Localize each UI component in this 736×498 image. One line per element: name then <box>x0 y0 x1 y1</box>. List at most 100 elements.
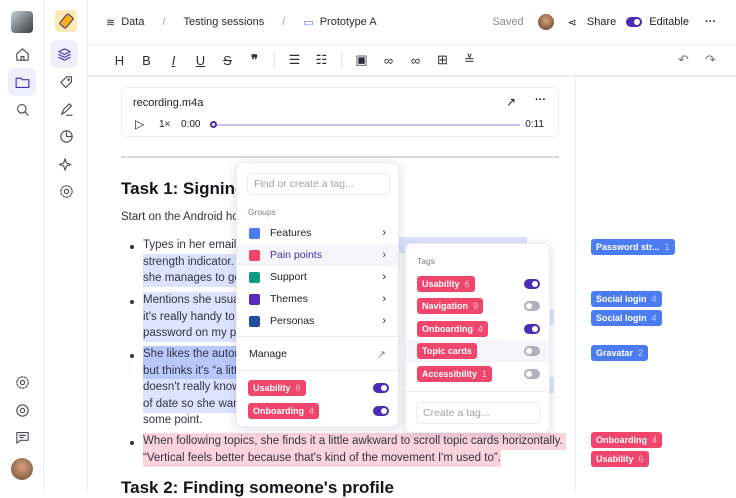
bold-button[interactable]: B <box>142 52 151 68</box>
undo-button[interactable]: ↶ <box>678 52 689 67</box>
sparkle-icon[interactable] <box>52 150 80 178</box>
doc-line: password on my ph <box>143 325 243 342</box>
tag-toggle[interactable] <box>524 324 540 334</box>
user-avatar[interactable] <box>11 458 33 480</box>
applied-tag[interactable]: Onboarding 4 <box>248 403 320 419</box>
task2-title: Task 2: Finding someone's profile <box>121 478 394 497</box>
submenu-tag-navigation[interactable]: Navigation 9 <box>417 298 484 314</box>
link-icon[interactable]: ∞ <box>383 52 394 68</box>
tag-search-input[interactable]: Find or create a tag... <box>247 173 390 195</box>
task1-title: Task 1: Signing <box>121 179 246 198</box>
intro-text: Start on the Android ho <box>121 211 239 223</box>
chevron-right-icon: › <box>382 249 386 261</box>
doc-line: Types in her email a <box>143 239 246 251</box>
submenu-tag-usability[interactable]: Usability 6 <box>417 276 475 292</box>
group-themes[interactable]: Themes › <box>237 288 398 310</box>
doc-line: of date so she wan <box>143 396 240 413</box>
audio-filename: recording.m4a <box>133 97 204 109</box>
highlight-icon[interactable] <box>52 95 80 123</box>
submenu-tag-accessibility[interactable]: Accessibility 1 <box>417 366 493 382</box>
settings-icon[interactable] <box>8 368 36 396</box>
speed-button[interactable]: 1× <box>159 119 171 130</box>
italic-button[interactable]: I <box>171 52 176 68</box>
help-icon[interactable] <box>8 396 36 424</box>
app-logo <box>55 10 77 32</box>
create-tag-input[interactable]: Create a tag... <box>416 402 540 424</box>
tag-toggle[interactable] <box>524 346 540 356</box>
breadcrumb-separator: / <box>282 16 286 28</box>
tags-label: Tags <box>417 256 435 266</box>
chevron-right-icon: › <box>382 227 386 239</box>
margin-tag[interactable]: Usability 6 <box>591 451 649 467</box>
current-time: 0:00 <box>181 119 201 130</box>
doc-line: Mentions she usua <box>143 292 240 309</box>
doc-line: some point. <box>143 414 203 426</box>
strikethrough-button[interactable]: S <box>223 52 232 68</box>
chevron-right-icon: › <box>382 293 386 305</box>
play-button[interactable]: ▷ <box>135 117 145 131</box>
doc-line: it's really handy to <box>143 309 238 326</box>
doc-line: doesn't really know <box>143 379 240 396</box>
margin-tag[interactable]: Gravatar 2 <box>591 345 649 361</box>
tag-toggle[interactable] <box>524 369 540 379</box>
folder-icon[interactable] <box>8 68 36 96</box>
home-icon[interactable] <box>8 40 36 68</box>
group-features[interactable]: Features › <box>237 222 398 244</box>
more-icon[interactable]: ··· <box>535 94 546 106</box>
share-button[interactable]: Share <box>586 16 617 28</box>
margin-tag[interactable]: Password str... 1 <box>591 239 675 255</box>
manage-tags[interactable]: Manage ↗ <box>249 348 386 361</box>
tag-icon[interactable] <box>52 68 80 96</box>
group-pain-points[interactable]: Pain points › <box>237 244 398 266</box>
chart-pie-icon[interactable] <box>52 122 80 150</box>
margin-divider <box>575 77 576 491</box>
margin-tag[interactable]: Onboarding 4 <box>591 432 663 448</box>
submenu-tag-onboarding[interactable]: Onboarding 4 <box>417 321 489 337</box>
arrow-up-right-icon: ↗ <box>376 348 386 361</box>
tag-toggle[interactable] <box>524 279 540 289</box>
duration: 0:11 <box>525 119 544 130</box>
margin-tag[interactable]: Social login 4 <box>591 291 662 307</box>
breadcrumb-testing-sessions[interactable]: Testing sessions <box>183 16 265 28</box>
chevron-right-icon: › <box>382 315 386 327</box>
editable-toggle[interactable] <box>626 16 643 28</box>
settings-icon[interactable] <box>52 177 80 205</box>
open-external-icon[interactable]: ↗ <box>505 95 516 109</box>
applied-tag[interactable]: Usability 6 <box>248 380 306 396</box>
group-support[interactable]: Support › <box>237 266 398 288</box>
collaborator-avatar <box>537 14 554 30</box>
layers-icon[interactable] <box>50 40 78 68</box>
group-personas[interactable]: Personas › <box>237 310 398 332</box>
heading-button[interactable]: H <box>114 52 125 68</box>
applied-tag-toggle[interactable] <box>373 383 389 393</box>
workspace-avatar[interactable] <box>11 11 33 33</box>
seek-handle[interactable] <box>210 121 217 128</box>
breadcrumb-prototype-a[interactable]: Prototype A <box>319 16 377 28</box>
applied-tag-toggle[interactable] <box>373 406 389 416</box>
app-rail <box>0 0 44 491</box>
breadcrumb-data[interactable]: Data <box>121 16 145 28</box>
share-icon[interactable]: ⋖ <box>567 16 577 29</box>
underline-button[interactable]: U <box>195 52 206 68</box>
submenu-tag-topic-cards[interactable]: Topic cards <box>417 343 477 359</box>
image-button[interactable]: ▣ <box>355 52 368 67</box>
margin-tag[interactable]: Social login 4 <box>591 310 662 326</box>
secondary-rail <box>44 0 88 491</box>
redo-button[interactable]: ↷ <box>705 52 716 67</box>
save-status: Saved <box>492 16 524 28</box>
bullet <box>130 354 134 358</box>
search-icon[interactable] <box>8 95 36 123</box>
doc-line: she manages to ge <box>143 270 241 287</box>
chat-icon[interactable] <box>8 423 36 451</box>
divider-button[interactable]: ≚ <box>464 52 475 67</box>
more-icon[interactable]: ··· <box>705 16 716 28</box>
groups-label: Groups <box>248 207 276 217</box>
table-button[interactable]: ⊞ <box>437 52 448 67</box>
seek-bar[interactable] <box>210 121 520 128</box>
divider <box>121 156 559 158</box>
tag-toggle[interactable] <box>524 301 540 311</box>
bulleted-list-button[interactable]: ☰ <box>288 52 301 67</box>
numbered-list-button[interactable]: ☷ <box>315 52 328 67</box>
unlink-icon[interactable]: ∞ <box>410 52 421 68</box>
quote-button[interactable]: ❞ <box>251 52 258 67</box>
